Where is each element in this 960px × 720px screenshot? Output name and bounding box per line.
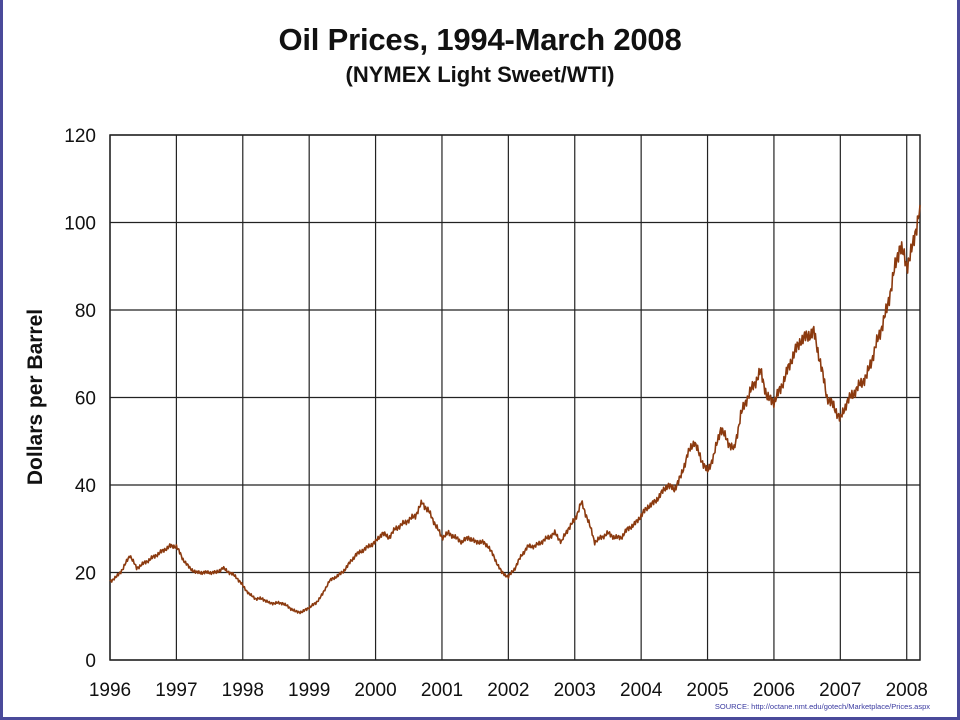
x-tick-label: 2005 bbox=[686, 680, 728, 701]
chart-title: Oil Prices, 1994-March 2008 bbox=[278, 22, 682, 57]
series-line-oil-price bbox=[109, 204, 921, 615]
chart-subtitle: (NYMEX Light Sweet/WTI) bbox=[345, 62, 615, 87]
x-tick-label: 1997 bbox=[155, 680, 197, 701]
x-tick-label: 2008 bbox=[886, 680, 928, 701]
y-tick-label: 40 bbox=[75, 476, 96, 497]
y-tick-label: 20 bbox=[75, 564, 96, 585]
x-tick-label: 2007 bbox=[819, 680, 861, 701]
y-tick-label: 80 bbox=[75, 301, 96, 322]
y-axis-ticks: 0 20 40 60 80 100 120 bbox=[64, 126, 96, 672]
x-tick-label: 1998 bbox=[222, 680, 264, 701]
y-tick-label: 60 bbox=[75, 389, 96, 410]
source-note: SOURCE: http://octane.nmt.edu/gotech/Mar… bbox=[715, 702, 930, 711]
x-tick-label: 2002 bbox=[487, 680, 529, 701]
plot-area-border bbox=[109, 134, 921, 661]
x-tick-label: 2004 bbox=[620, 680, 663, 701]
y-axis-title: Dollars per Barrel bbox=[24, 309, 47, 485]
x-tick-label: 1996 bbox=[89, 680, 131, 701]
y-tick-label: 120 bbox=[64, 126, 96, 147]
x-tick-label: 2001 bbox=[421, 680, 463, 701]
x-tick-label: 2003 bbox=[554, 680, 596, 701]
grid bbox=[109, 134, 920, 661]
x-tick-label: 1999 bbox=[288, 680, 330, 701]
y-tick-label: 100 bbox=[64, 214, 96, 235]
x-tick-label: 2000 bbox=[354, 680, 396, 701]
y-tick-label: 0 bbox=[85, 651, 96, 672]
x-tick-label: 2006 bbox=[753, 680, 795, 701]
x-axis-ticks: 1996 1997 1998 1999 2000 2001 2002 2003 2004 2005… bbox=[89, 680, 928, 701]
